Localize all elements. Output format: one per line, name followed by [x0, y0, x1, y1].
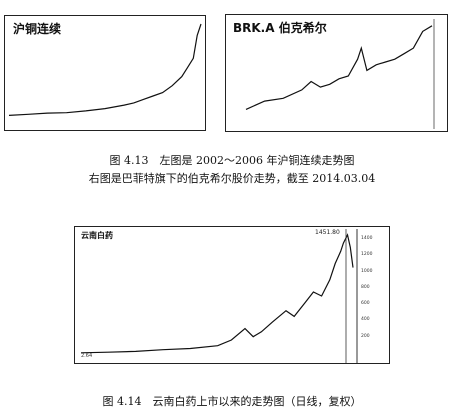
- chart-panel-yunnan-baiyao: 云南白药 1451.80 2.64 1400 1200 1000 800 600 400 2…: [74, 226, 390, 364]
- chart-plot-brka: [226, 15, 449, 133]
- y-tick-label: 200: [361, 334, 370, 339]
- y-tick-label: 1400: [361, 236, 372, 241]
- y-tick-label: 800: [361, 285, 370, 290]
- figure-caption-4-13-line2: 右图是巴菲特旗下的伯克希尔股价走势，截至 2014.03.04: [0, 170, 464, 186]
- series-line-copper: [9, 24, 201, 115]
- chart-panel-brka: BRK.A 伯克希尔: [225, 14, 448, 132]
- chart-panel-copper: 沪铜连续: [4, 15, 206, 131]
- series-line-brka: [246, 26, 432, 110]
- chart-plot-copper: [5, 16, 207, 132]
- chart-plot-yunnan-baiyao: [75, 227, 391, 365]
- y-tick-label: 1000: [361, 269, 372, 274]
- y-tick-label: 600: [361, 301, 370, 306]
- series-line-yunnan-baiyao: [81, 235, 353, 353]
- figure-caption-4-13-line1: 图 4.13 左图是 2002～2006 年沪铜连续走势图: [0, 152, 464, 168]
- figure-caption-4-14: 图 4.14 云南白药上市以来的走势图（日线，复权）: [0, 393, 464, 409]
- y-tick-label: 400: [361, 317, 370, 322]
- y-tick-label: 1200: [361, 252, 372, 257]
